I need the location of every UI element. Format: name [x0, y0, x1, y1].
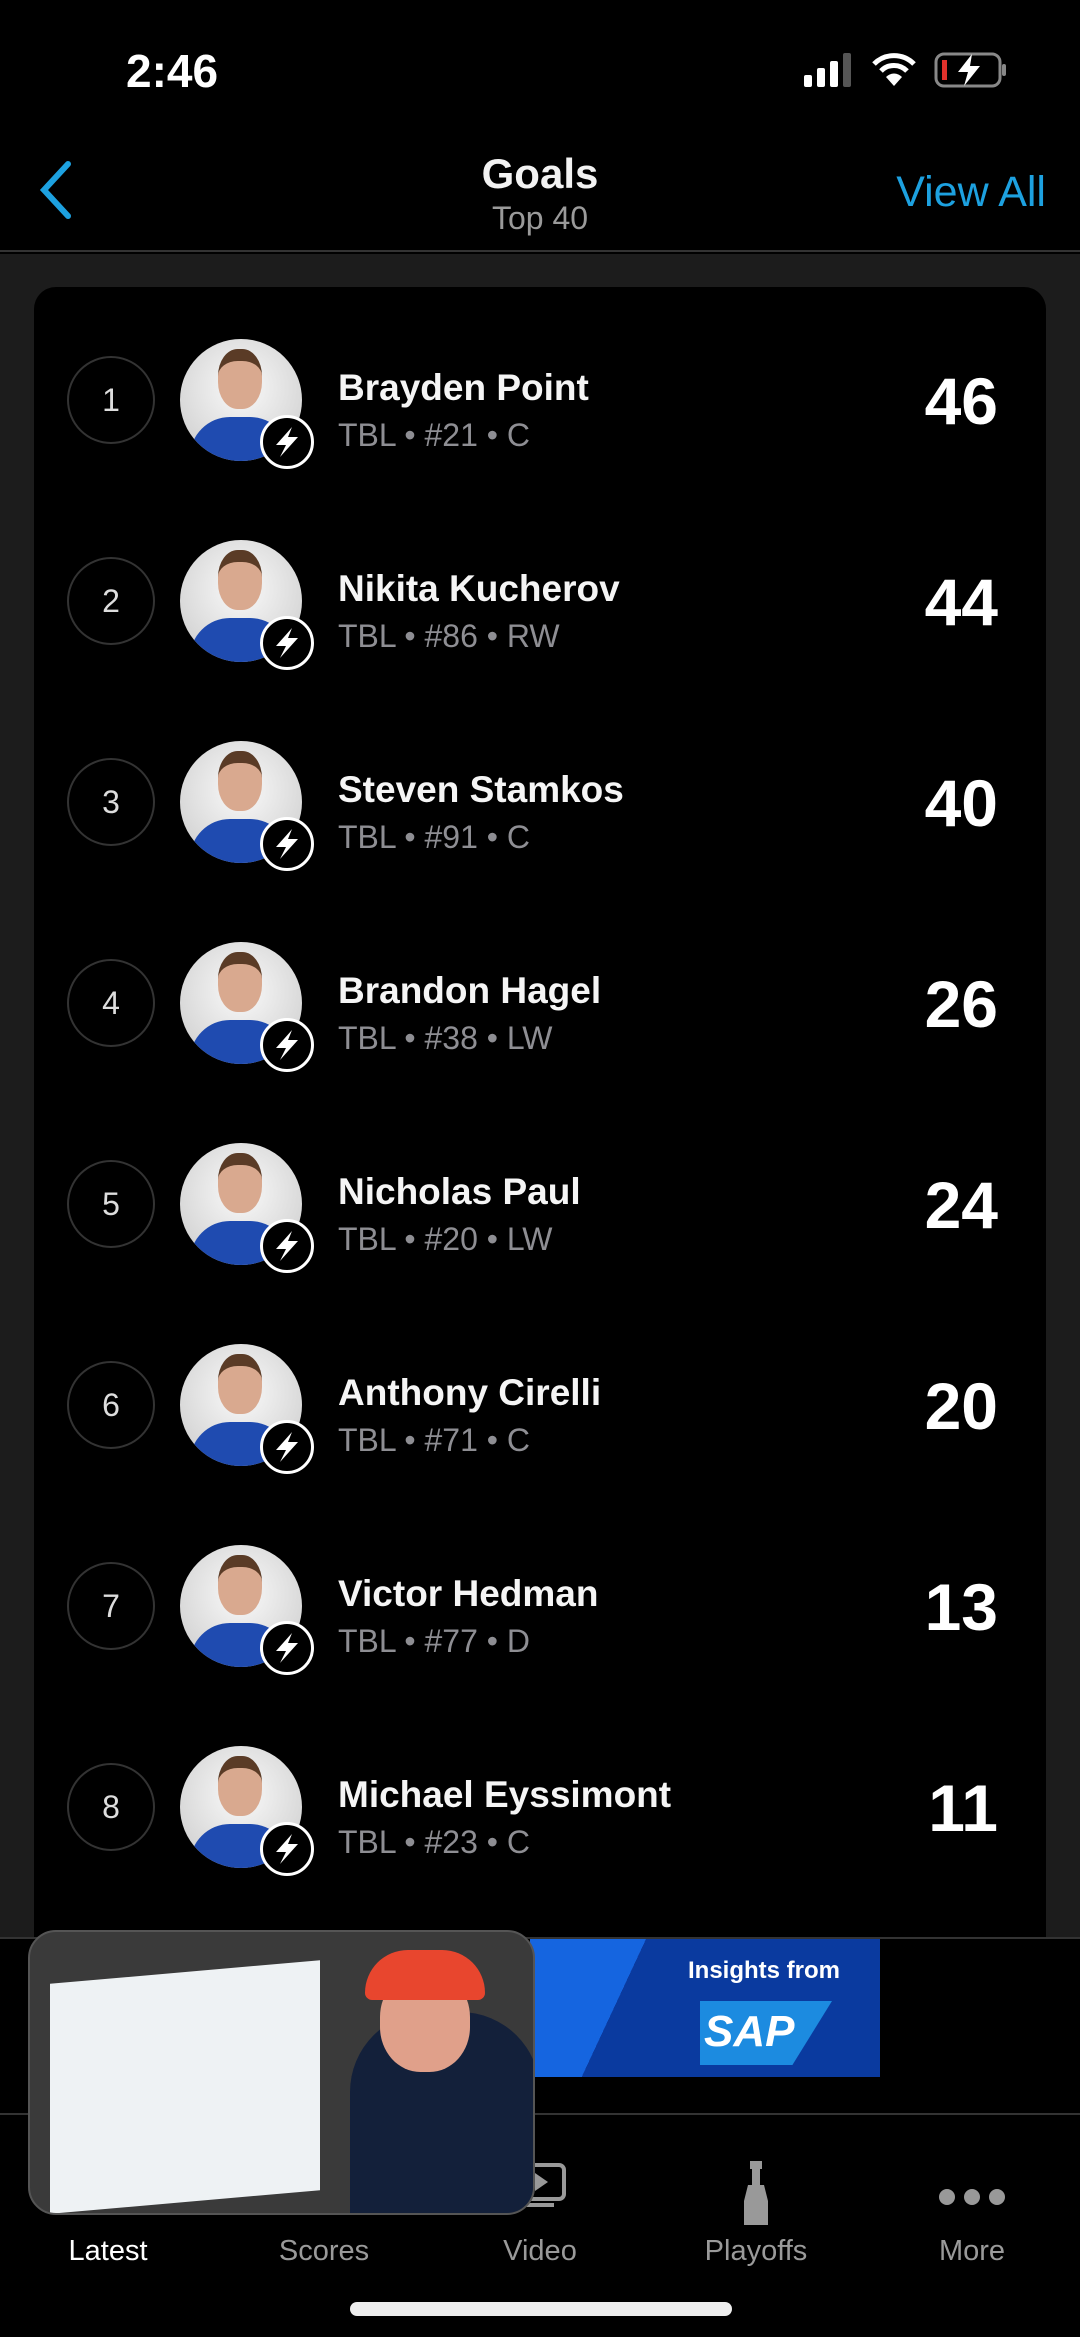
leaders-card: 1 Brayden Point TBL • #21 • C 46 2 Nikita…	[34, 287, 1046, 1987]
goals-value: 44	[924, 565, 998, 639]
status-time: 2:46	[126, 45, 219, 97]
sap-logo: SAP	[700, 2001, 832, 2065]
status-icons	[804, 52, 1008, 88]
goals-value: 20	[924, 1369, 998, 1443]
lightning-logo-icon	[260, 1621, 314, 1675]
tab-label: Video	[503, 2235, 577, 2267]
lightning-logo-icon	[260, 1018, 314, 1072]
player-name: Steven Stamkos	[338, 769, 624, 810]
tab-label: Scores	[278, 2235, 370, 2267]
player-meta: TBL • #77 • D	[338, 1623, 530, 1659]
player-meta: TBL • #20 • LW	[338, 1221, 553, 1257]
tab-label: Playoffs	[704, 2235, 808, 2267]
rank-badge: 8	[67, 1763, 155, 1851]
view-all-button[interactable]: View All	[896, 168, 1046, 216]
lightning-logo-icon	[260, 1420, 314, 1474]
lightning-logo-icon	[260, 817, 314, 871]
player-name: Nicholas Paul	[338, 1171, 581, 1212]
rank-badge: 3	[67, 758, 155, 846]
signal-icon	[804, 53, 851, 87]
player-row[interactable]: 6 Anthony Cirelli TBL • #71 • C 20	[34, 1304, 1046, 1505]
player-name: Brandon Hagel	[338, 970, 602, 1011]
ad-text: Insights from	[687, 1957, 840, 1984]
back-chevron-icon[interactable]	[36, 160, 76, 220]
picture-in-picture-video[interactable]	[28, 1930, 535, 2215]
rank-badge: 4	[67, 959, 155, 1047]
player-row[interactable]: 5 Nicholas Paul TBL • #20 • LW 24	[34, 1103, 1046, 1304]
goals-value: 13	[924, 1570, 998, 1644]
battery-charging-icon	[934, 52, 1006, 88]
tab-label: More	[938, 2235, 1006, 2267]
rank-badge: 5	[67, 1160, 155, 1248]
rank-badge: 6	[67, 1361, 155, 1449]
whiteboard-image	[50, 1960, 320, 2213]
player-name: Victor Hedman	[338, 1573, 599, 1614]
rank-badge: 1	[67, 356, 155, 444]
goals-value: 24	[924, 1168, 998, 1242]
home-indicator[interactable]	[350, 2302, 732, 2316]
player-row[interactable]: 3 Steven Stamkos TBL • #91 • C 40	[34, 701, 1046, 902]
player-meta: TBL • #71 • C	[338, 1422, 530, 1458]
more-icon	[872, 2187, 1072, 2207]
trophy-icon	[656, 2161, 856, 2227]
goals-value: 46	[924, 364, 998, 438]
player-row[interactable]: 8 Michael Eyssimont TBL • #23 • C 11	[34, 1706, 1046, 1907]
player-name: Michael Eyssimont	[338, 1774, 672, 1815]
player-row[interactable]: 4 Brandon Hagel TBL • #38 • LW 26	[34, 902, 1046, 1103]
wifi-icon	[872, 53, 916, 86]
goals-value: 11	[928, 1771, 998, 1845]
rank-badge: 7	[67, 1562, 155, 1650]
goals-value: 40	[924, 766, 998, 840]
player-name: Nikita Kucherov	[338, 568, 620, 609]
video-person-cap	[365, 1950, 485, 2000]
sap-ad[interactable]: Insights from SAP	[530, 1939, 880, 2077]
player-name: Anthony Cirelli	[338, 1372, 602, 1413]
player-meta: TBL • #86 • RW	[338, 618, 560, 654]
goals-value: 26	[924, 967, 998, 1041]
player-meta: TBL • #38 • LW	[338, 1020, 553, 1056]
player-row[interactable]: 2 Nikita Kucherov TBL • #86 • RW 44	[34, 500, 1046, 701]
page-title: Goals	[481, 150, 599, 197]
rank-badge: 2	[67, 557, 155, 645]
lightning-logo-icon	[260, 1219, 314, 1273]
player-meta: TBL • #23 • C	[338, 1824, 530, 1860]
player-name: Brayden Point	[338, 367, 589, 408]
player-meta: TBL • #91 • C	[338, 819, 530, 855]
lightning-logo-icon	[260, 616, 314, 670]
lightning-logo-icon	[260, 1822, 314, 1876]
player-meta: TBL • #21 • C	[338, 417, 530, 453]
content-area: 1 Brayden Point TBL • #21 • C 46 2 Nikita…	[0, 254, 1080, 1987]
player-row[interactable]: 7 Victor Hedman TBL • #77 • D 13	[34, 1505, 1046, 1706]
nav-header: Goals Top 40 View All	[0, 110, 1080, 252]
lightning-logo-icon	[260, 415, 314, 469]
tab-label: Latest	[68, 2235, 148, 2267]
page-subtitle: Top 40	[491, 200, 589, 236]
player-row[interactable]: 1 Brayden Point TBL • #21 • C 46	[34, 299, 1046, 500]
